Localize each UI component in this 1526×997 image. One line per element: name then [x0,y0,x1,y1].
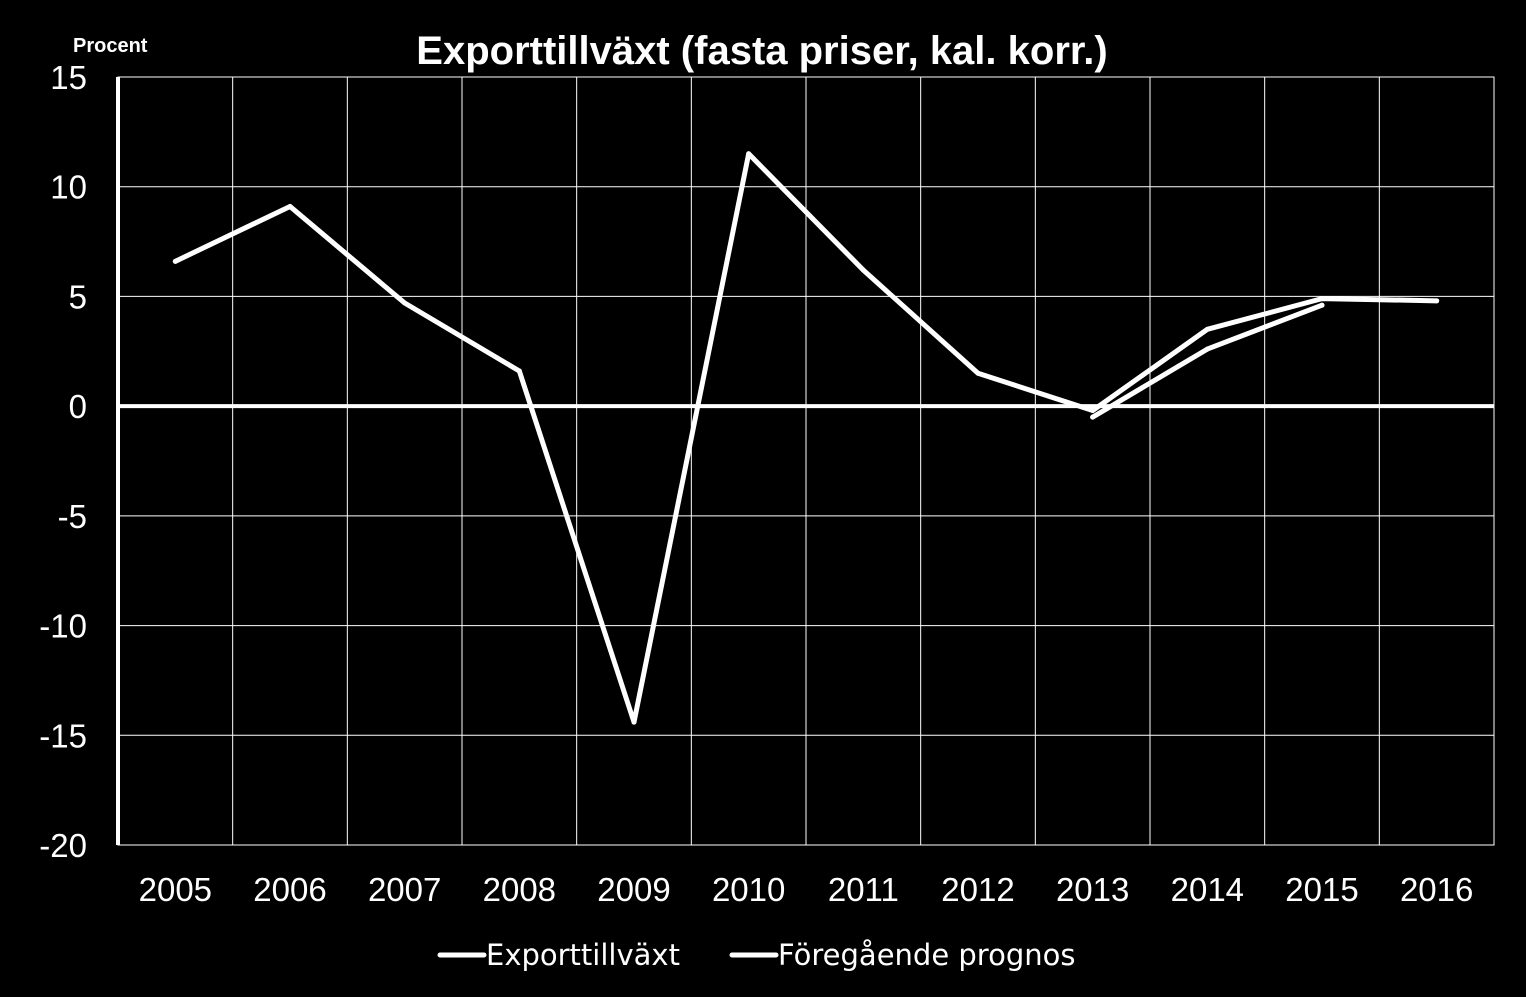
data-point [402,300,408,306]
data-point [287,203,293,209]
data-point [860,267,866,273]
x-tick-label: 2009 [597,871,670,908]
data-point [1204,326,1210,332]
x-tick-label: 2011 [828,871,899,908]
y-tick-label: -20 [39,827,87,864]
series-line-1 [172,151,1440,725]
data-point [631,719,637,725]
y-tick-label: -5 [58,498,87,535]
x-tick-label: 2016 [1400,871,1473,908]
series-line-2 [1090,302,1325,420]
y-tick-label: 15 [50,59,87,96]
y-tick-label: -15 [39,717,87,754]
x-tick-label: 2008 [483,871,556,908]
y-tick-label: 5 [69,278,87,315]
x-tick-label: 2007 [368,871,441,908]
grid-lines [117,76,1495,846]
y-tick-label: -10 [39,608,87,645]
legend-label: Föregående prognos [778,938,1075,972]
data-point [975,370,981,376]
data-point [1319,302,1325,308]
series-lines [172,151,1440,725]
axes [116,77,1494,845]
legend-label: Exporttillväxt [486,938,680,972]
chart-title: Exporttillväxt (fasta priser, kal. korr.… [416,29,1107,73]
x-tick-label: 2013 [1056,871,1129,908]
y-tick-label: 0 [69,388,87,425]
legend: Exporttillväxt Föregående prognos [437,938,1075,972]
x-tick-label: 2015 [1285,871,1358,908]
x-tick-label: 2010 [712,871,785,908]
data-point [1319,296,1325,302]
data-point [516,368,522,374]
y-tick-label: 10 [50,169,87,206]
x-tick-label: 2005 [139,871,212,908]
x-tick-label: 2014 [1171,871,1244,908]
x-tick-label: 2012 [941,871,1014,908]
data-point [1090,408,1096,414]
y-tick-labels: 15 10 5 0 -5 -10 -15 -20 [39,59,87,864]
x-tick-label: 2006 [253,871,326,908]
data-point [1434,298,1440,304]
data-point [746,151,752,157]
data-point [1204,346,1210,352]
data-point [172,258,178,264]
x-tick-labels: 2005 2006 2007 2008 2009 2010 2011 2012 2013 2014… [139,871,1474,908]
y-axis-unit-label: Procent [73,35,148,57]
data-point [1090,414,1096,420]
